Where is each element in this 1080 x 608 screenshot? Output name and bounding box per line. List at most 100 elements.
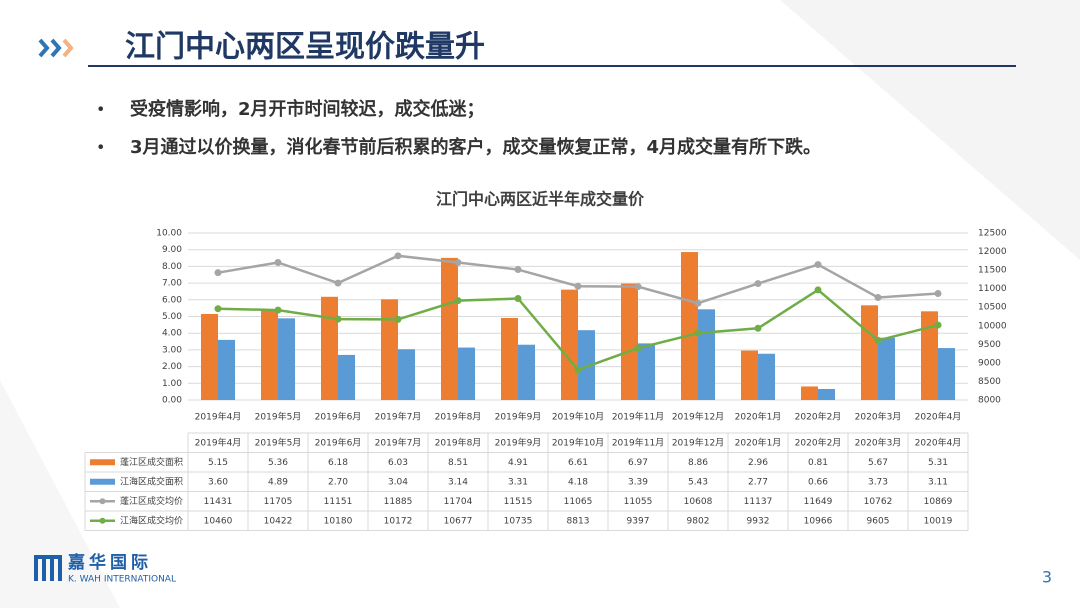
bar — [621, 283, 638, 400]
x-tick-label: 2019年12月 — [672, 411, 724, 423]
table-cell: 10966 — [804, 516, 833, 526]
y2-tick-label: 10000 — [978, 321, 1007, 331]
table-cell: 9397 — [627, 516, 650, 526]
table-header: 2019年5月 — [255, 436, 302, 448]
table-header: 2019年11月 — [612, 436, 664, 448]
legend-swatch — [90, 478, 115, 485]
bar — [681, 252, 698, 400]
line-point — [634, 283, 642, 291]
x-tick-label: 2020年3月 — [855, 411, 902, 423]
bar — [938, 348, 955, 400]
y2-tick-label: 12000 — [978, 247, 1007, 257]
table-header: 2020年4月 — [915, 436, 962, 448]
line-point — [634, 344, 642, 352]
legend-label: 江海区成交面积 — [120, 475, 183, 487]
table-header: 2019年9月 — [495, 436, 542, 448]
table-header: 2020年3月 — [855, 436, 902, 448]
bar — [278, 318, 295, 400]
line-point — [934, 321, 942, 329]
bar — [741, 350, 758, 400]
line-point — [514, 295, 522, 303]
bar — [441, 257, 458, 400]
x-tick-label: 2020年2月 — [795, 411, 842, 423]
line-point — [334, 315, 342, 323]
table-cell: 3.73 — [868, 477, 888, 487]
table-cell: 5.43 — [688, 477, 708, 487]
line-point — [814, 286, 822, 294]
line-point — [394, 315, 402, 323]
x-tick-label: 2019年9月 — [495, 411, 542, 423]
logo-icon — [34, 555, 62, 581]
table-cell: 11151 — [324, 497, 353, 507]
table-cell: 11705 — [264, 497, 293, 507]
chart-title: 江门中心两区近半年成交量价 — [436, 190, 645, 209]
bar — [921, 311, 938, 400]
table-cell: 2.77 — [748, 477, 768, 487]
table-cell: 5.15 — [208, 458, 228, 468]
legend-label: 蓬江区成交均价 — [120, 495, 183, 507]
y-tick-label: 1.00 — [162, 379, 182, 389]
table-cell: 2.96 — [748, 458, 768, 468]
bar — [458, 347, 475, 400]
line-point — [754, 324, 762, 332]
bar — [218, 339, 235, 400]
table-header: 2019年12月 — [672, 436, 724, 448]
table-header: 2019年8月 — [435, 436, 482, 448]
table-cell: 2.70 — [328, 477, 348, 487]
table-cell: 10735 — [504, 516, 533, 526]
bar — [801, 386, 818, 400]
line-point — [394, 252, 402, 260]
table-cell: 11065 — [564, 497, 593, 507]
bullet: 3月通过以价换量，消化春节前后积累的客户，成交量恢复正常，4月成交量有所下跌。 — [130, 136, 821, 158]
bar — [561, 289, 578, 400]
slide-title: 江门中心两区呈现价跌量升 — [125, 30, 485, 65]
bar — [861, 305, 878, 400]
logo-english: K. WAH INTERNATIONAL — [68, 575, 176, 585]
line-point — [514, 266, 522, 274]
table-cell: 6.61 — [568, 458, 588, 468]
line-point — [214, 305, 222, 313]
bar — [338, 354, 355, 400]
bar — [321, 296, 338, 400]
legend-label: 蓬江区成交面积 — [120, 456, 183, 468]
legend-label: 江海区成交均价 — [120, 514, 183, 526]
table-cell: 10762 — [864, 497, 893, 507]
table-cell: 8.86 — [688, 458, 708, 468]
table-cell: 11055 — [624, 497, 653, 507]
y2-tick-label: 12500 — [978, 229, 1007, 239]
bar — [501, 318, 518, 400]
y-tick-label: 6.00 — [162, 295, 182, 305]
background-shape — [780, 0, 1080, 260]
table-cell: 8813 — [567, 516, 590, 526]
y2-tick-label: 11500 — [978, 266, 1007, 276]
line-point — [694, 299, 702, 307]
table-cell: 11649 — [804, 497, 833, 507]
bar — [818, 388, 835, 400]
table-cell: 5.36 — [268, 458, 288, 468]
bar — [878, 337, 895, 400]
bar — [638, 343, 655, 400]
table-cell: 8.51 — [448, 458, 468, 468]
table-cell: 4.91 — [508, 458, 528, 468]
bullet-dot: • — [96, 100, 105, 119]
table-cell: 9605 — [867, 516, 890, 526]
x-tick-label: 2019年6月 — [315, 411, 362, 423]
table-cell: 10869 — [924, 497, 953, 507]
y-tick-label: 2.00 — [162, 362, 182, 372]
x-tick-label: 2019年4月 — [195, 411, 242, 423]
legend-swatch — [90, 459, 115, 466]
bar — [758, 353, 775, 400]
line-point — [454, 259, 462, 267]
bar — [698, 309, 715, 400]
x-tick-label: 2019年8月 — [435, 411, 482, 423]
y-tick-label: 4.00 — [162, 329, 182, 339]
line-point — [454, 297, 462, 305]
table-cell: 6.18 — [328, 458, 348, 468]
y2-tick-label: 10500 — [978, 303, 1007, 313]
bar — [381, 299, 398, 400]
table-cell: 0.66 — [808, 477, 828, 487]
legend-dot — [99, 498, 106, 505]
table-cell: 9932 — [747, 516, 770, 526]
table-cell: 3.04 — [388, 477, 408, 487]
